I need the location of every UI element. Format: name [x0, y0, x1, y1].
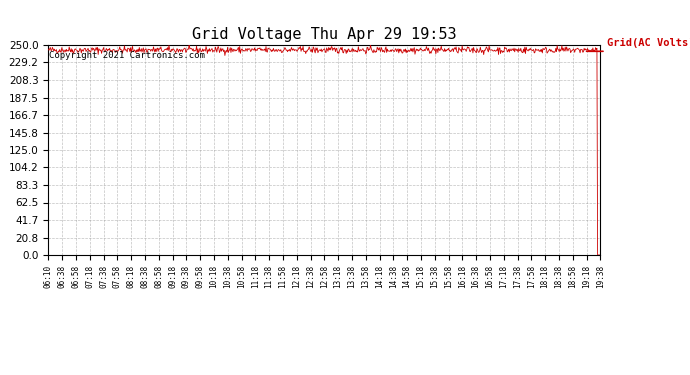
Text: Grid(AC Volts): Grid(AC Volts) [607, 38, 690, 48]
Text: Copyright 2021 Cartronics.com: Copyright 2021 Cartronics.com [50, 51, 206, 60]
Title: Grid Voltage Thu Apr 29 19:53: Grid Voltage Thu Apr 29 19:53 [192, 27, 457, 42]
